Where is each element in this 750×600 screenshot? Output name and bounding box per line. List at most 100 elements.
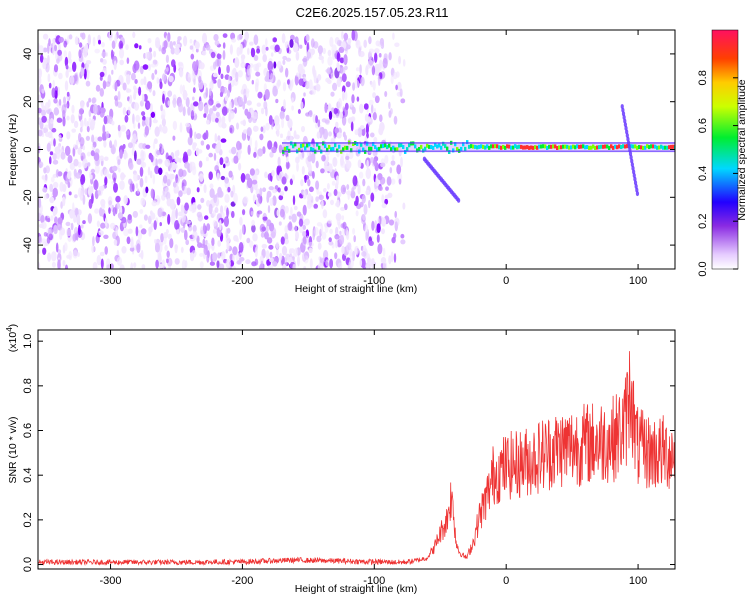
heatmap-cell <box>185 239 189 246</box>
heatmap-cell <box>304 175 307 183</box>
heatmap-cell <box>247 144 251 155</box>
heatmap-cell <box>312 69 317 78</box>
heatmap-cell <box>351 94 355 104</box>
heatmap-cell <box>297 255 300 267</box>
heatmap-cell <box>165 67 169 72</box>
heatmap-cell <box>46 118 50 124</box>
heatmap-cell <box>269 151 274 158</box>
heatmap-cell <box>334 234 340 240</box>
heatmap-cell <box>57 259 61 269</box>
heatmap-cell <box>80 224 84 229</box>
heatmap-cell <box>47 54 50 65</box>
line-cell <box>598 145 601 150</box>
heatmap-cell <box>321 118 327 123</box>
heatmap-cell <box>326 79 332 85</box>
heatmap-cell <box>317 74 322 81</box>
line-edge <box>665 150 669 153</box>
heatmap-cell <box>291 97 294 103</box>
heatmap-cell <box>145 116 150 126</box>
line-cell <box>538 144 541 149</box>
heatmap-cell <box>236 260 242 265</box>
heatmap-cell <box>384 154 389 164</box>
heatmap-cell <box>374 52 378 63</box>
line-cell <box>374 145 377 150</box>
heatmap-cell <box>44 124 50 129</box>
heatmap-cell <box>261 44 267 55</box>
heatmap-cell <box>147 166 151 176</box>
line-cell <box>518 144 521 149</box>
heatmap-cell <box>374 48 380 54</box>
line-edge <box>602 142 606 144</box>
heatmap-cell <box>211 237 215 246</box>
heatmap-cell <box>388 101 391 110</box>
heatmap-cell <box>85 80 91 87</box>
line-edge <box>515 150 519 153</box>
heatmap-cell <box>49 156 52 165</box>
line-cell <box>654 144 657 149</box>
line-edge <box>464 142 468 144</box>
line-cell <box>338 144 341 149</box>
line-edge <box>641 150 645 153</box>
line-edge <box>314 150 318 153</box>
heatmap-cell <box>222 33 228 38</box>
line-cell <box>472 144 475 149</box>
heatmap-cell <box>49 183 54 193</box>
heatmap-cell <box>363 103 369 110</box>
heatmap-cell <box>196 211 203 218</box>
heatmap-cell <box>308 110 313 118</box>
heatmap-cell <box>104 156 109 161</box>
heatmap-cell <box>316 235 322 243</box>
heatmap-cell <box>220 175 226 181</box>
line-cell <box>468 144 471 149</box>
line-cell <box>630 144 633 149</box>
line-cell <box>622 144 625 149</box>
line-edge <box>509 142 513 144</box>
line-edge <box>566 150 570 153</box>
heatmap-cell <box>64 264 69 269</box>
heatmap-cell <box>156 149 161 156</box>
line-cell <box>346 145 349 150</box>
heatmap-cell <box>269 251 273 259</box>
line-cell <box>298 147 301 152</box>
heatmap-cell <box>204 215 209 220</box>
heatmap-cell <box>272 261 278 267</box>
branch-cell <box>633 176 637 182</box>
heatmap-cell <box>118 40 124 50</box>
line-edge <box>476 150 480 153</box>
heatmap-cell <box>73 168 77 177</box>
heatmap-cell <box>226 89 231 98</box>
heatmap-cell <box>378 53 382 58</box>
branch-cell <box>632 173 636 178</box>
heatmap-cell <box>72 61 77 72</box>
heatmap-cell <box>300 179 304 187</box>
line-edge <box>449 142 453 144</box>
line-cell <box>566 144 569 149</box>
heatmap-cell <box>195 48 199 53</box>
line-edge <box>359 150 363 153</box>
heatmap-cell <box>347 38 352 44</box>
heatmap-cell <box>344 102 349 111</box>
line-edge <box>608 142 612 144</box>
heatmap-cell <box>298 218 304 227</box>
heatmap-cell <box>117 101 123 108</box>
heatmap-cell <box>62 183 67 191</box>
line-edge <box>449 150 453 153</box>
heatmap-cell <box>308 79 313 90</box>
heatmap-cell <box>58 134 62 140</box>
line-edge <box>353 150 357 153</box>
line-edge <box>317 150 321 153</box>
line-edge <box>347 142 351 144</box>
heatmap-cell <box>239 43 243 53</box>
heatmap-cell <box>236 46 241 57</box>
heatmap-cell <box>136 243 141 254</box>
heatmap-cell <box>352 175 358 187</box>
y-tick-label: 0.0 <box>22 557 34 572</box>
line-edge <box>524 150 528 153</box>
heatmap-cell <box>73 226 79 236</box>
heatmap-cell <box>172 41 176 46</box>
heatmap-cell <box>201 50 207 56</box>
heatmap-cell <box>113 139 118 148</box>
heatmap-cell <box>102 124 106 134</box>
heatmap-cell <box>58 72 63 80</box>
heatmap-cell <box>242 101 246 110</box>
